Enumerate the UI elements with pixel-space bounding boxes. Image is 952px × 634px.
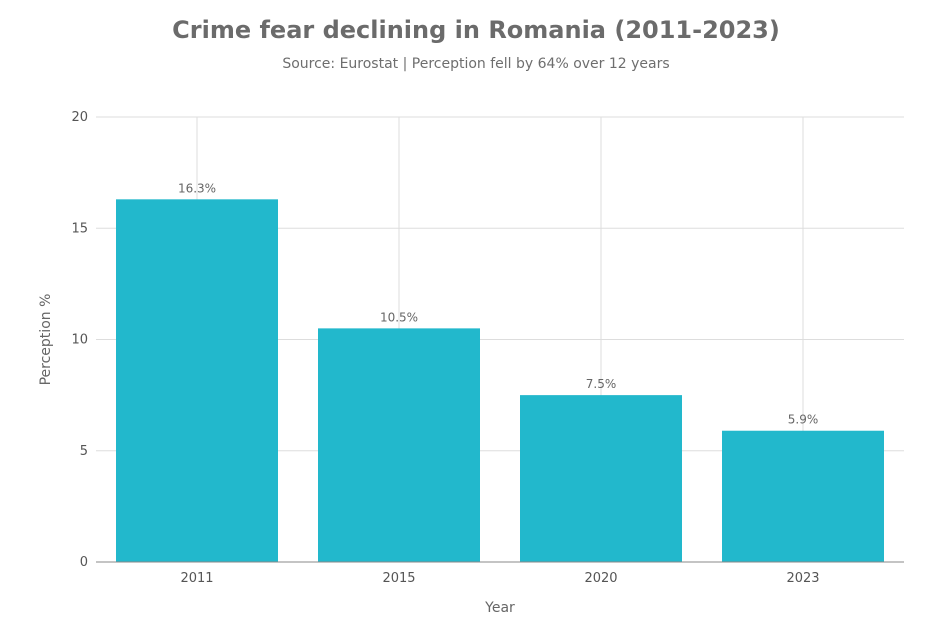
x-axis-title: Year (484, 600, 515, 616)
y-axis-title: Perception % (38, 294, 54, 386)
data-label-2020: 7.5% (586, 377, 617, 391)
y-tick-label: 5 (80, 444, 88, 459)
x-tick-label-2020: 2020 (584, 571, 617, 586)
bar-2011 (116, 199, 278, 562)
y-tick-label: 20 (71, 110, 88, 125)
x-tick-label-2011: 2011 (180, 571, 213, 586)
chart-title: Crime fear declining in Romania (2011-20… (172, 16, 780, 44)
x-tick-label-2023: 2023 (786, 571, 819, 586)
y-tick-label: 10 (71, 333, 88, 348)
data-label-2015: 10.5% (380, 310, 418, 324)
bar-2023 (722, 430, 884, 562)
bar-2020 (520, 395, 682, 562)
chart-subtitle: Source: Eurostat | Perception fell by 64… (282, 56, 670, 72)
y-tick-label: 0 (80, 555, 88, 570)
data-label-2011: 16.3% (178, 181, 216, 195)
bar-2015 (318, 328, 480, 562)
data-label-2023: 5.9% (788, 413, 819, 427)
x-tick-label-2015: 2015 (382, 571, 415, 586)
y-tick-label: 15 (71, 221, 88, 236)
